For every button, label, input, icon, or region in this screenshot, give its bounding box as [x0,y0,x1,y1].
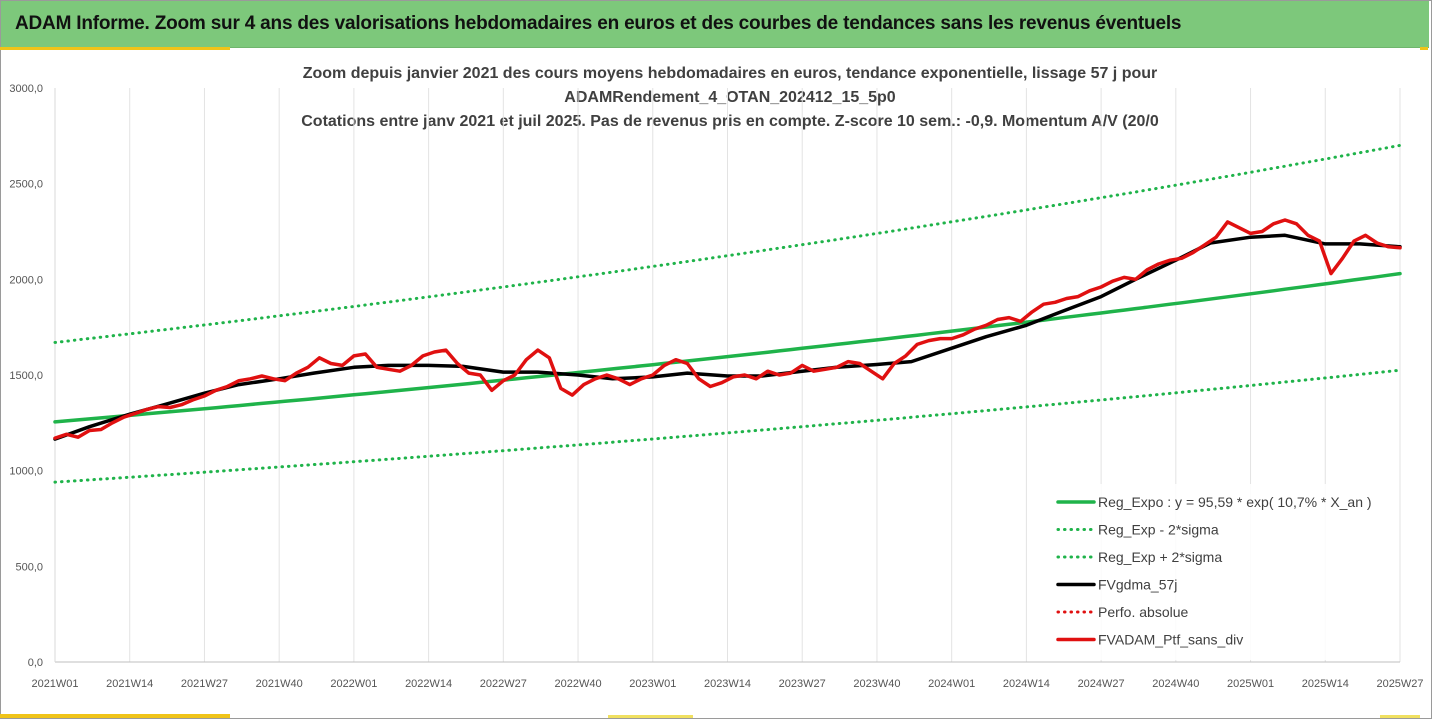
legend-label: Reg_Exp - 2*sigma [1098,522,1219,538]
x-tick-label: 2022W01 [330,678,377,690]
series-line [53,368,1402,484]
legend-label: Reg_Exp + 2*sigma [1098,549,1222,565]
x-tick-label: 2023W27 [779,678,826,690]
legend-box [1040,484,1390,660]
y-tick-label: 2000,0 [9,274,43,286]
page-title: ADAM Informe. Zoom sur 4 ans des valoris… [15,13,1182,34]
series-line [53,218,1402,440]
header-banner: ADAM Informe. Zoom sur 4 ans des valoris… [1,1,1429,48]
y-tick-label: 2500,0 [9,179,43,191]
y-tick-label: 0,0 [28,657,43,669]
y-tick-label: 1000,0 [9,466,43,478]
chart-title-line: Zoom depuis janvier 2021 des cours moyen… [302,65,1158,82]
x-tick-label: 2023W14 [704,678,751,690]
x-tick-label: 2024W01 [928,678,975,690]
legend-label: Reg_Expo : y = 95,59 * exp( 10,7% * X_an… [1098,494,1372,510]
x-tick-label: 2025W27 [1376,678,1423,690]
y-tick-label: 500,0 [15,561,43,573]
y-tick-label: 1500,0 [9,370,43,382]
legend-label: FVgdma_57j [1098,577,1177,593]
series-line [53,143,1402,344]
accent-bar [1420,47,1428,50]
accent-bar [0,714,230,718]
x-tick-label: 2022W27 [480,678,527,690]
x-tick-label: 2022W40 [555,678,602,690]
x-tick-label: 2024W14 [1003,678,1050,690]
x-tick-label: 2021W40 [256,678,303,690]
x-tick-label: 2021W27 [181,678,228,690]
x-tick-label: 2023W40 [853,678,900,690]
chart-title-line: Cotations entre janv 2021 et juil 2025. … [301,113,1159,130]
chart-title: Zoom depuis janvier 2021 des cours moyen… [230,62,1230,134]
accent-bar [0,47,230,50]
legend-label: FVADAM_Ptf_sans_div [1098,632,1243,648]
chart-title-line: ADAMRendement_4_OTAN_202412_15_5p0 [564,89,896,106]
x-tick-label: 2021W01 [31,678,78,690]
x-tick-label: 2023W01 [629,678,676,690]
accent-bar [1380,715,1420,718]
x-tick-label: 2022W14 [405,678,452,690]
x-tick-label: 2021W14 [106,678,153,690]
x-tick-label: 2024W27 [1078,678,1125,690]
x-tick-label: 2024W40 [1152,678,1199,690]
y-tick-label: 3000,0 [9,83,43,95]
accent-bar [608,715,693,718]
legend-label: Perfo. absolue [1098,604,1188,620]
x-tick-label: 2025W14 [1302,678,1349,690]
x-tick-label: 2025W01 [1227,678,1274,690]
series-line [53,271,1402,424]
